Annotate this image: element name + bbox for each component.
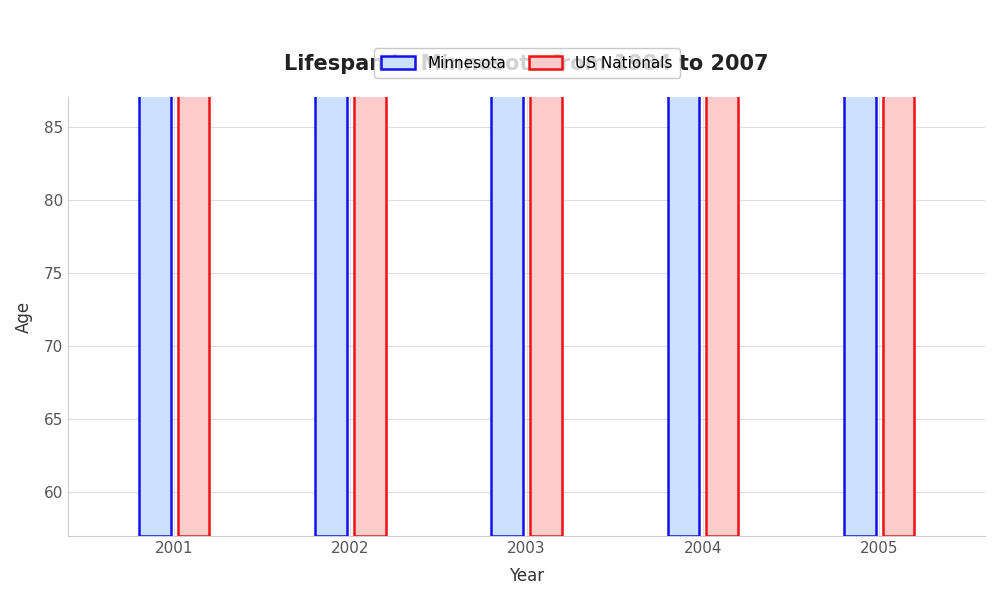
Bar	[354, 0, 386, 536]
Bar	[706, 0, 738, 536]
Bar	[530, 0, 562, 536]
Bar	[668, 0, 699, 536]
Legend: Minnesota, US Nationals: Minnesota, US Nationals	[374, 48, 680, 79]
Bar	[139, 0, 171, 536]
Bar	[883, 0, 914, 536]
Bar	[178, 0, 209, 536]
Bar	[491, 0, 523, 536]
X-axis label: Year: Year	[509, 567, 544, 585]
Title: Lifespan in Minnesota from 1984 to 2007: Lifespan in Minnesota from 1984 to 2007	[284, 53, 769, 74]
Bar	[315, 0, 347, 536]
Y-axis label: Age: Age	[15, 301, 33, 333]
Bar	[844, 0, 876, 536]
